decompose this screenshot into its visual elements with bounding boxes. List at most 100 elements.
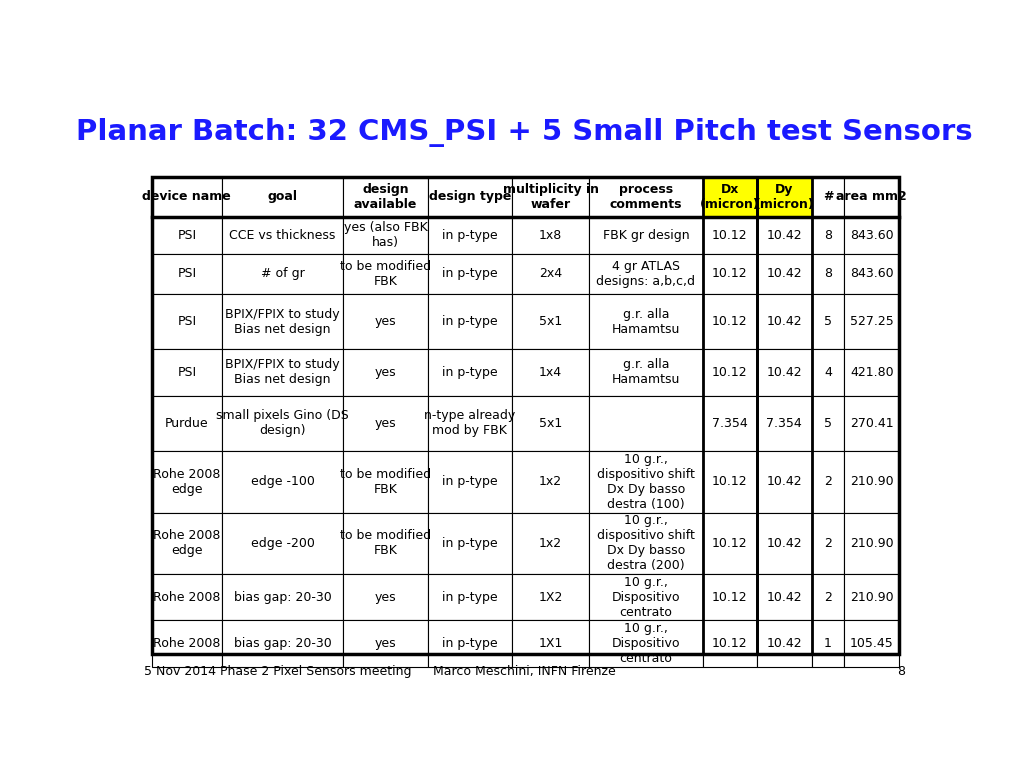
Bar <box>812 621 845 667</box>
Text: 1X2: 1X2 <box>539 591 563 604</box>
Text: goal: goal <box>267 190 297 204</box>
Text: CCE vs thickness: CCE vs thickness <box>229 229 336 242</box>
Bar <box>845 294 899 349</box>
Text: in p-type: in p-type <box>442 315 498 328</box>
Text: FBK gr design: FBK gr design <box>602 229 689 242</box>
Text: 10.12: 10.12 <box>712 315 748 328</box>
Bar <box>702 396 757 451</box>
Bar <box>757 294 812 349</box>
Bar <box>845 574 899 621</box>
Bar <box>343 177 428 217</box>
Text: edge -200: edge -200 <box>251 537 314 550</box>
Bar <box>221 349 343 396</box>
Text: 8: 8 <box>897 664 905 677</box>
Bar <box>343 254 428 294</box>
Bar <box>589 177 702 217</box>
Bar <box>153 349 221 396</box>
Text: # of gr: # of gr <box>260 267 304 280</box>
Text: BPIX/FPIX to study
Bias net design: BPIX/FPIX to study Bias net design <box>225 359 340 386</box>
Bar <box>221 396 343 451</box>
Bar <box>343 294 428 349</box>
Text: in p-type: in p-type <box>442 366 498 379</box>
Bar <box>153 177 221 217</box>
Text: 8: 8 <box>824 267 833 280</box>
Text: 843.60: 843.60 <box>850 229 894 242</box>
Text: 270.41: 270.41 <box>850 417 894 430</box>
Bar <box>512 217 589 254</box>
Text: 5x1: 5x1 <box>539 315 562 328</box>
Bar <box>757 177 812 654</box>
Bar <box>153 512 221 574</box>
Text: g.r. alla
Hamamtsu: g.r. alla Hamamtsu <box>611 359 680 386</box>
Bar <box>702 512 757 574</box>
Bar <box>702 349 757 396</box>
Text: 10.12: 10.12 <box>712 591 748 604</box>
Bar <box>153 396 221 451</box>
Text: 10.42: 10.42 <box>767 637 802 650</box>
Bar <box>757 349 812 396</box>
Bar <box>428 574 512 621</box>
Bar <box>812 451 845 512</box>
Text: yes: yes <box>375 591 396 604</box>
Bar <box>589 574 702 621</box>
Text: 105.45: 105.45 <box>850 637 894 650</box>
Text: device name: device name <box>142 190 231 204</box>
Bar <box>702 294 757 349</box>
Bar <box>221 451 343 512</box>
Bar <box>702 574 757 621</box>
Text: 10.12: 10.12 <box>712 537 748 550</box>
Bar <box>589 349 702 396</box>
Text: yes: yes <box>375 366 396 379</box>
Bar <box>343 574 428 621</box>
Bar <box>702 451 757 512</box>
Text: small pixels Gino (DS
design): small pixels Gino (DS design) <box>216 409 349 437</box>
Text: 10.12: 10.12 <box>712 267 748 280</box>
Bar <box>845 254 899 294</box>
Text: 4 gr ATLAS
designs: a,b,c,d: 4 gr ATLAS designs: a,b,c,d <box>596 260 695 288</box>
Bar <box>812 294 845 349</box>
Text: PSI: PSI <box>177 229 197 242</box>
Bar <box>221 217 343 254</box>
Text: Rohe 2008: Rohe 2008 <box>154 591 220 604</box>
Text: 10.12: 10.12 <box>712 366 748 379</box>
Text: bias gap: 20-30: bias gap: 20-30 <box>233 591 332 604</box>
Bar <box>153 574 221 621</box>
Text: 1X1: 1X1 <box>539 637 563 650</box>
Bar <box>702 177 757 217</box>
Text: yes (also FBK
has): yes (also FBK has) <box>344 221 427 250</box>
Text: yes: yes <box>375 417 396 430</box>
Bar <box>153 177 899 654</box>
Bar <box>845 512 899 574</box>
Bar <box>702 254 757 294</box>
Bar <box>343 217 428 254</box>
Bar <box>343 621 428 667</box>
Bar <box>812 254 845 294</box>
Bar <box>845 621 899 667</box>
Text: bias gap: 20-30: bias gap: 20-30 <box>233 637 332 650</box>
Text: 10.42: 10.42 <box>767 267 802 280</box>
Text: PSI: PSI <box>177 315 197 328</box>
Text: Rohe 2008
edge: Rohe 2008 edge <box>154 529 220 558</box>
Bar <box>428 217 512 254</box>
Text: area mm2: area mm2 <box>837 190 907 204</box>
Text: Marco Meschini, INFN Firenze: Marco Meschini, INFN Firenze <box>433 664 616 677</box>
Text: 10 g.r.,
dispositivo shift
Dx Dy basso
destra (200): 10 g.r., dispositivo shift Dx Dy basso d… <box>597 515 694 572</box>
Bar <box>845 396 899 451</box>
Bar <box>845 217 899 254</box>
Text: 5: 5 <box>824 315 833 328</box>
Text: 10.42: 10.42 <box>767 591 802 604</box>
Bar <box>757 217 812 254</box>
Bar <box>512 574 589 621</box>
Text: 5: 5 <box>824 417 833 430</box>
Text: PSI: PSI <box>177 267 197 280</box>
Text: multiplicity in
wafer: multiplicity in wafer <box>503 183 599 211</box>
Bar <box>153 451 221 512</box>
Bar <box>702 177 757 654</box>
Text: process
comments: process comments <box>609 183 682 211</box>
Text: #: # <box>823 190 834 204</box>
Text: 4: 4 <box>824 366 833 379</box>
Text: 1x2: 1x2 <box>539 475 562 488</box>
Bar <box>343 396 428 451</box>
Bar <box>589 621 702 667</box>
Bar <box>757 621 812 667</box>
